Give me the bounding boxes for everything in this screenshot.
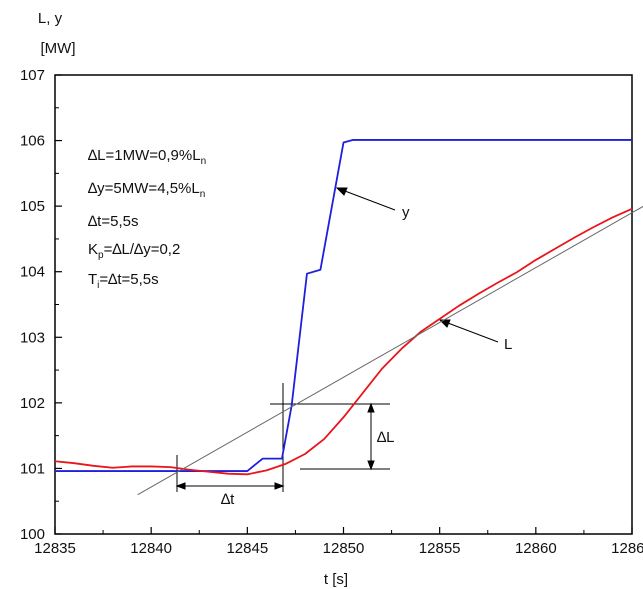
dimension-label-delta-L: ∆L — [377, 429, 395, 446]
label-y-leader-line — [336, 187, 396, 211]
x-tick-label: 12855 — [419, 540, 461, 557]
y-tick-label: 104 — [20, 264, 45, 281]
y-tick-label: 102 — [20, 395, 45, 412]
x-tick-label: 12850 — [323, 540, 365, 557]
dimension-lines — [175, 187, 499, 492]
y-tick-label: 107 — [20, 67, 45, 84]
y-tick-label: 103 — [20, 329, 45, 346]
label-y-arrow-head — [335, 187, 348, 196]
series-label-y: y — [402, 204, 410, 221]
y-tick-label: 105 — [20, 198, 45, 215]
label-L-arrow-head — [438, 319, 451, 328]
x-tick-label: 12840 — [130, 540, 172, 557]
dl-arrow-top — [367, 402, 375, 413]
series-line-L — [54, 207, 633, 476]
label-L-leader-line — [439, 319, 499, 343]
series-layer — [54, 139, 643, 496]
annotation-ti: Ti=∆t=5,5s — [88, 271, 159, 291]
x-axis-title: t [s] — [324, 571, 348, 588]
y-axis-title-line1: L, y — [38, 10, 63, 27]
dimension-label-delta-t: ∆t — [221, 491, 235, 508]
x-tick-label: 12865 — [611, 540, 643, 557]
annotation-delta-t: ∆t=5,5s — [88, 213, 138, 230]
annotation-delta-L: ∆L=1MW=0,9%Ln — [88, 147, 206, 167]
tick-labels-group: 12835 12840 12845 12850 12855 12860 12865 100 10… — [20, 67, 643, 557]
x-tick-label: 12845 — [226, 540, 268, 557]
dt-arrow-right — [274, 482, 285, 490]
series-label-L: L — [504, 336, 512, 353]
annotation-kp: Kp=∆L/∆y=0,2 — [88, 241, 180, 261]
dt-arrow-left — [175, 482, 186, 490]
y-tick-label: 100 — [20, 526, 45, 543]
x-tick-label: 12835 — [34, 540, 76, 557]
series-line-y — [55, 139, 632, 472]
y-tick-label: 101 — [20, 460, 45, 477]
series-line-tangent — [137, 205, 643, 496]
ticks-group — [54, 74, 633, 535]
x-tick-label: 12860 — [515, 540, 557, 557]
y-tick-label: 106 — [20, 133, 45, 150]
dl-arrow-bottom — [367, 460, 375, 471]
annotation-delta-y: ∆y=5MW=4,5%Ln — [88, 180, 205, 200]
y-axis-title-line2: [MW] — [41, 40, 76, 57]
